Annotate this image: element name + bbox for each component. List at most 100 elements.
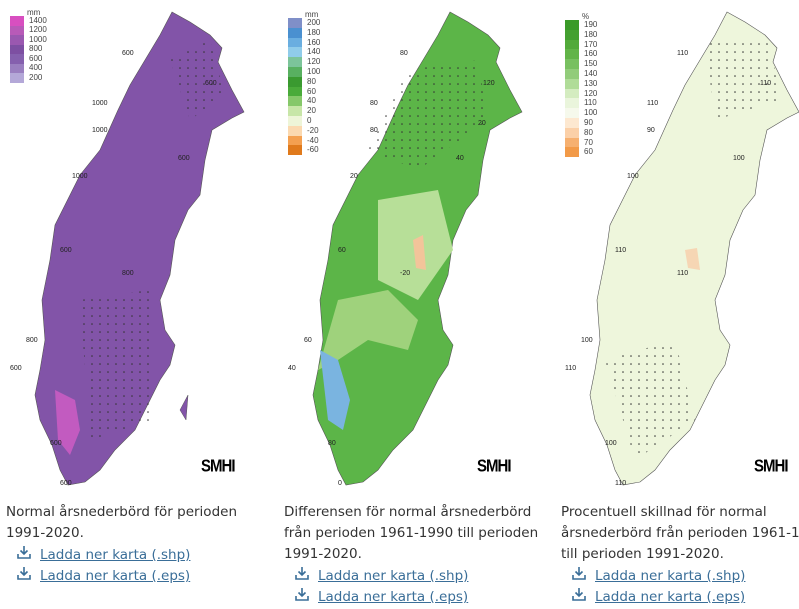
contour-label: 80 [400,50,408,57]
contour-label: 110 [760,80,771,87]
legend-label: 90 [584,117,593,127]
legend-label: -20 [307,125,319,135]
caption-text: Procentuell skillnad för normal årsnederb… [561,504,799,562]
legend-label: 1200 [29,25,47,35]
legend-swatch [288,76,302,87]
download-eps-link[interactable]: Ladda ner karta (.eps) [571,587,799,608]
contour-label: 110 [677,50,688,57]
legend-unit: mm [27,8,41,17]
legend-label: 1000 [29,34,47,44]
contour-label: 90 [647,127,655,134]
contour-label: 600 [60,247,72,254]
legend-swatch [565,118,579,128]
legend-swatch [288,37,302,48]
legend-label: 80 [584,127,593,137]
contour-label: 20 [478,120,486,127]
legend-swatch [10,63,24,73]
legend-label: 60 [584,147,593,157]
legend-swatch [288,18,302,28]
download-shp-link[interactable]: Ladda ner karta (.shp) [294,566,554,587]
legend-label: 160 [584,49,598,59]
download-shp-link[interactable]: Ladda ner karta (.shp) [571,566,799,587]
legend-swatch [565,137,579,148]
legend-label: 160 [307,37,321,47]
legend-label: 40 [307,96,316,106]
contour-label: 800 [26,337,38,344]
download-eps-link[interactable]: Ladda ner karta (.eps) [294,587,554,608]
legend-label: 200 [29,72,43,82]
legend-label: -60 [307,145,319,155]
legend-swatch [288,135,302,146]
contour-label: 60 [338,247,346,254]
legend-label: 200 [307,17,321,27]
legend-swatch [565,127,579,138]
contour-label: 80 [370,100,378,107]
contour-label: 100 [627,173,639,180]
smhi-logo: SMHI [201,456,235,477]
legend-swatch [565,78,579,89]
contour-label: 120 [483,80,495,87]
contour-label: 100 [581,337,593,344]
legend-label: 150 [584,59,598,69]
legend-label: 110 [584,98,597,108]
contour-label: 80 [328,440,336,447]
legend-swatch [565,88,579,99]
legend-swatch [288,96,302,107]
contour-label: 40 [456,155,464,162]
legend-label: 70 [584,137,593,147]
download-icon [294,565,310,588]
legend-swatch [288,86,302,97]
map-caption: Differensen för normal årsnederbörd från … [284,502,554,608]
contour-label: 600 [178,155,190,162]
legend-label: 600 [29,53,43,63]
legend-swatch [288,145,302,156]
legend-swatch [10,73,24,83]
legend-swatch [10,44,24,54]
contour-label: 1000 [72,173,88,180]
legend-label: 120 [584,88,598,98]
legend-label: 190 [584,19,598,29]
contour-label: 600 [205,80,217,87]
download-icon [571,565,587,588]
download-icon [571,586,587,609]
smhi-logo: SMHI [477,456,511,477]
map-caption: Procentuell skillnad för normal årsnederb… [561,502,799,608]
map-caption: Normal årsnederbörd för perioden 1991-202… [6,502,276,587]
legend-label: 80 [307,76,316,86]
legend-label: -40 [307,135,319,145]
contour-label: 40 [288,365,296,372]
download-shp-link[interactable]: Ladda ner karta (.shp) [16,545,276,566]
legend-label: 180 [307,27,321,37]
legend-label: 120 [307,57,321,67]
legend-swatch [288,106,302,116]
legend-label: 60 [307,86,316,96]
contour-label: 110 [677,270,688,277]
contour-label: 800 [122,270,134,277]
download-eps-link[interactable]: Ladda ner karta (.eps) [16,566,276,587]
legend-label: 1400 [29,15,47,25]
legend-swatch [565,69,579,79]
legend-label: 400 [29,63,43,73]
contour-label: 1000 [92,100,108,107]
legend-swatch [565,147,579,158]
legend-label: 0 [307,115,312,125]
contour-label: 600 [122,50,134,57]
legend-swatch [565,108,579,118]
smhi-logo: SMHI [754,456,788,477]
legend-swatch [288,27,302,38]
contour-label: -20 [400,270,410,277]
caption-text: Differensen för normal årsnederbörd från … [284,504,539,562]
legend-label: 140 [584,68,598,78]
legend-swatch [565,59,579,69]
legend-swatch [565,20,579,30]
legend-label: 140 [307,47,321,57]
contour-label: 0 [338,480,342,487]
contour-label: 600 [50,440,62,447]
download-icon [16,565,32,588]
contour-label: 100 [733,155,745,162]
contour-label: 110 [615,247,626,254]
legend-label: 100 [307,66,321,76]
map-panel-difference: 80 120 80 80 40 20 60 -20 60 40 80 0 20 mm 200 180 160 1… [278,0,548,605]
